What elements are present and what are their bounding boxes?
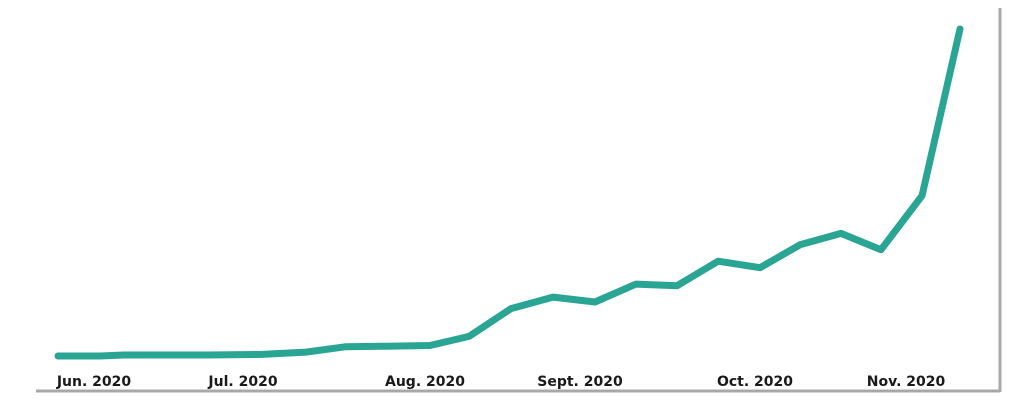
data-point [259,351,265,358]
data-point [466,333,472,340]
x-tick-label: Aug. 2020 [385,374,465,390]
data-point [592,299,598,305]
data-point [384,343,390,350]
data-point [878,246,884,253]
data-point [508,305,514,312]
data-point [97,353,103,359]
x-tick-label: Jun. 2020 [56,374,132,390]
data-point [121,352,127,358]
data-point [919,192,925,199]
data-point [838,230,844,237]
data-point [957,26,963,32]
x-tick-label: Oct. 2020 [717,374,793,390]
x-tick-label: Nov. 2020 [867,374,946,390]
data-point [427,342,433,349]
data-point [55,353,61,359]
data-point [160,352,166,358]
data-point [303,349,309,356]
data-point [203,352,209,358]
x-tick-label: Sept. 2020 [537,374,623,390]
series-layer [54,25,964,360]
data-point [797,241,803,248]
data-point [674,282,680,289]
x-tick-label: Jul. 2020 [207,374,277,390]
chart-axes [36,8,1002,393]
data-point [342,343,348,350]
data-point [757,264,763,271]
x-tick-labels: Jun. 2020 Jul. 2020 Aug. 2020 Sept. 2020 Oct… [56,374,946,390]
data-point [715,258,721,265]
data-point [633,281,639,288]
data-point [550,294,556,301]
